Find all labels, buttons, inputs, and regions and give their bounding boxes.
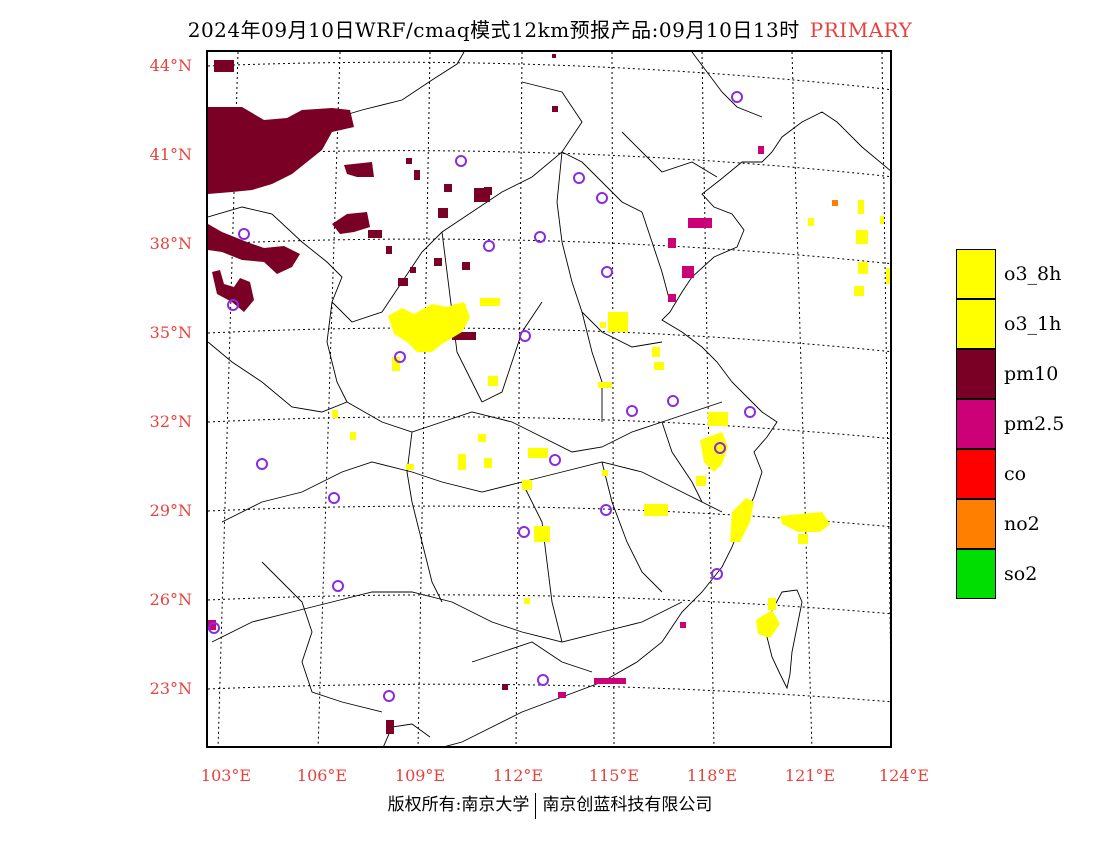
legend-swatch-no2 bbox=[956, 499, 996, 549]
station-markers bbox=[208, 91, 756, 702]
lat-label-32: 32°N bbox=[149, 412, 192, 431]
legend-swatch-so2 bbox=[956, 549, 996, 599]
lat-label-29: 29°N bbox=[149, 501, 192, 520]
legend-item-pm25: pm2.5 bbox=[956, 399, 1064, 449]
copyright: 版权所有:南京大学 南京创蓝科技有限公司 bbox=[0, 790, 1100, 819]
graticule-longitude bbox=[217, 52, 890, 746]
lat-label-26: 26°N bbox=[149, 590, 192, 609]
lon-label-112: 112°E bbox=[492, 766, 544, 785]
lon-label-103: 103°E bbox=[200, 766, 252, 785]
legend-label-o3-1h: o3_1h bbox=[1004, 313, 1062, 335]
pm25-areas bbox=[208, 146, 764, 698]
lat-label-38: 38°N bbox=[149, 234, 192, 253]
legend-swatch-o3-8h bbox=[956, 249, 996, 299]
lon-label-124: 124°E bbox=[878, 766, 930, 785]
lat-label-23: 23°N bbox=[149, 679, 192, 698]
lat-label-35: 35°N bbox=[149, 323, 192, 342]
legend-label-pm10: pm10 bbox=[1004, 363, 1059, 385]
legend-item-o3-1h: o3_1h bbox=[956, 299, 1064, 349]
legend-item-o3-8h: o3_8h bbox=[956, 249, 1064, 299]
legend-item-pm10: pm10 bbox=[956, 349, 1064, 399]
lon-label-115: 115°E bbox=[588, 766, 640, 785]
legend-label-pm25: pm2.5 bbox=[1004, 413, 1065, 435]
pm10-areas bbox=[208, 54, 558, 734]
legend-swatch-pm10 bbox=[956, 349, 996, 399]
legend-label-co: co bbox=[1004, 463, 1027, 485]
lat-label-44: 44°N bbox=[149, 56, 192, 75]
copyright-separator bbox=[535, 792, 537, 819]
legend-item-co: co bbox=[956, 449, 1064, 499]
lon-label-109: 109°E bbox=[394, 766, 446, 785]
map-title: 2024年09月10日WRF/cmaq模式12km预报产品:09月10日13时 P… bbox=[0, 14, 1100, 43]
lon-label-118: 118°E bbox=[686, 766, 738, 785]
legend-swatch-pm25 bbox=[956, 399, 996, 449]
map-panel bbox=[206, 50, 892, 748]
lon-label-121: 121°E bbox=[784, 766, 836, 785]
legend-label-no2: no2 bbox=[1004, 513, 1040, 535]
legend-label-o3-8h: o3_8h bbox=[1004, 263, 1062, 285]
title-main: 2024年09月10日WRF/cmaq模式12km预报产品:09月10日13时 bbox=[187, 18, 800, 42]
legend-swatch-o3-1h bbox=[956, 299, 996, 349]
legend-item-no2: no2 bbox=[956, 499, 1064, 549]
no2-areas bbox=[832, 200, 838, 206]
legend-item-so2: so2 bbox=[956, 549, 1064, 599]
copyright-right: 南京创蓝科技有限公司 bbox=[542, 795, 713, 815]
legend-swatch-co bbox=[956, 449, 996, 499]
o3-areas bbox=[332, 200, 890, 638]
legend: o3_8h o3_1h pm10 pm2.5 co no2 so2 bbox=[956, 249, 1064, 599]
lat-label-41: 41°N bbox=[149, 145, 192, 164]
title-primary-tag: PRIMARY bbox=[809, 18, 913, 42]
copyright-left: 版权所有:南京大学 bbox=[387, 795, 530, 815]
legend-label-so2: so2 bbox=[1004, 563, 1038, 585]
map-svg bbox=[208, 52, 890, 746]
lon-label-106: 106°E bbox=[296, 766, 348, 785]
